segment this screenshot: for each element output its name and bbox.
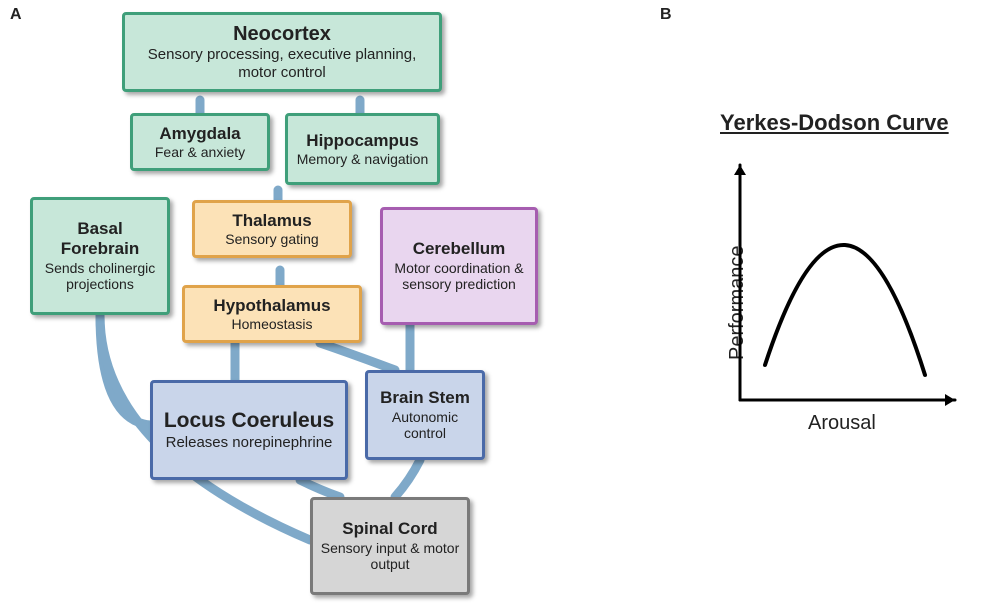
node-subtitle: Memory & navigation bbox=[297, 151, 429, 168]
node-subtitle: Sensory gating bbox=[225, 231, 318, 248]
y-axis-label: Performance bbox=[726, 246, 749, 361]
node-amygdala: AmygdalaFear & anxiety bbox=[130, 113, 270, 171]
node-title: Basal Forebrain bbox=[39, 219, 161, 259]
node-subtitle: Autonomic control bbox=[374, 409, 476, 442]
node-neocortex: NeocortexSensory processing, executive p… bbox=[122, 12, 442, 92]
node-title: Brain Stem bbox=[380, 388, 470, 408]
panel-a-label: A bbox=[10, 6, 22, 24]
panel-b-label: B bbox=[660, 6, 672, 24]
node-subtitle: Motor coordination & sensory prediction bbox=[389, 260, 529, 293]
x-axis-label: Arousal bbox=[808, 412, 876, 435]
node-spinal-cord: Spinal CordSensory input & motor output bbox=[310, 497, 470, 595]
node-subtitle: Releases norepinephrine bbox=[166, 434, 333, 452]
node-hypothalamus: HypothalamusHomeostasis bbox=[182, 285, 362, 343]
node-basal-forebrain: Basal ForebrainSends cholinergic project… bbox=[30, 197, 170, 315]
node-title: Cerebellum bbox=[413, 239, 506, 259]
node-brain-stem: Brain StemAutonomic control bbox=[365, 370, 485, 460]
node-hippocampus: HippocampusMemory & navigation bbox=[285, 113, 440, 185]
node-title: Spinal Cord bbox=[342, 519, 437, 539]
node-title: Thalamus bbox=[232, 211, 311, 231]
node-cerebellum: CerebellumMotor coordination & sensory p… bbox=[380, 207, 538, 325]
node-locus-coeruleus: Locus CoeruleusReleases norepinephrine bbox=[150, 380, 348, 480]
node-title: Hippocampus bbox=[306, 131, 418, 151]
node-title: Neocortex bbox=[233, 23, 331, 47]
node-subtitle: Fear & anxiety bbox=[155, 144, 245, 161]
node-subtitle: Homeostasis bbox=[232, 316, 313, 333]
node-title: Hypothalamus bbox=[213, 296, 330, 316]
figure-canvas: A B NeocortexSensory processing, executi… bbox=[0, 0, 987, 616]
node-subtitle: Sensory input & motor output bbox=[319, 540, 461, 573]
node-title: Amygdala bbox=[159, 124, 240, 144]
node-subtitle: Sends cholinergic projections bbox=[39, 260, 161, 293]
yerkes-dodson-title: Yerkes-Dodson Curve bbox=[720, 110, 949, 136]
node-subtitle: Sensory processing, executive planning, … bbox=[131, 46, 433, 81]
node-title: Locus Coeruleus bbox=[164, 409, 334, 434]
node-thalamus: ThalamusSensory gating bbox=[192, 200, 352, 258]
